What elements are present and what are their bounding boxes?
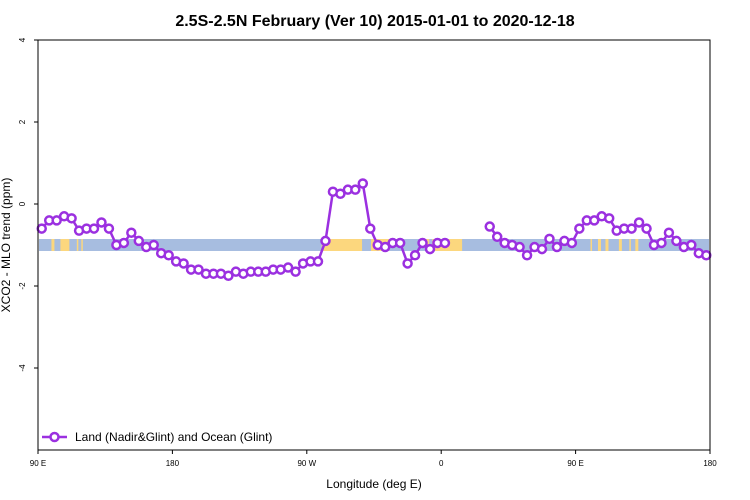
x-axis-label: Longitude (deg E): [326, 477, 421, 491]
data-point: [589, 215, 600, 226]
x-tick-label: 180: [166, 459, 180, 468]
data-point: [335, 188, 346, 199]
y-tick-label: -2: [18, 282, 27, 290]
x-tick-label: 90 W: [297, 459, 316, 468]
x-tick-label: 90 E: [30, 459, 46, 468]
data-point: [641, 223, 652, 234]
legend-label: Land (Nadir&Glint) and Ocean (Glint): [75, 430, 272, 444]
series-line: [40, 181, 445, 278]
data-point: [521, 250, 533, 261]
data-point: [290, 266, 301, 277]
data-point: [51, 215, 62, 226]
data-point: [671, 235, 682, 247]
data-point: [514, 241, 525, 253]
data-point: [357, 178, 369, 189]
data-point: [439, 237, 451, 249]
data-point: [536, 243, 548, 255]
data-point: [491, 231, 503, 243]
data-point: [365, 223, 376, 234]
land-band-segment: [51, 239, 55, 251]
legend: Land (Nadir&Glint) and Ocean (Glint): [42, 430, 272, 444]
data-point: [118, 237, 130, 249]
data-point: [148, 239, 159, 251]
data-point: [320, 235, 331, 247]
data-point: [544, 233, 555, 245]
land-band-segment: [60, 239, 70, 251]
data-point: [193, 264, 204, 275]
land-band-segment: [321, 239, 363, 251]
y-axis: 4 2 0 -2 -4: [18, 37, 38, 372]
x-tick-label: 0: [439, 459, 444, 468]
data-point: [603, 213, 615, 224]
data-point: [551, 241, 563, 253]
land-band-segment: [635, 239, 639, 251]
data-point: [409, 250, 421, 261]
land-band-segment: [618, 239, 622, 251]
y-tick-label: 4: [18, 37, 27, 42]
plot-frame: [37, 39, 711, 451]
data-point: [126, 227, 137, 238]
land-band-segment: [598, 239, 601, 251]
data-point: [626, 223, 637, 234]
land-band-segment: [590, 239, 593, 251]
land-band-segment: [605, 239, 609, 251]
data-point: [633, 217, 645, 228]
data-point: [88, 223, 100, 234]
data-point: [402, 258, 413, 269]
data-point: [282, 262, 294, 273]
x-tick-label: 180: [703, 459, 717, 468]
y-axis-label: XCO2 - MLO trend (ppm): [0, 178, 13, 313]
data-point: [133, 235, 145, 247]
data-point: [66, 213, 77, 224]
data-point: [701, 250, 712, 261]
data-point: [96, 217, 107, 228]
land-band-segment: [81, 239, 83, 251]
land-band-segment: [76, 239, 79, 251]
land-band-segment: [629, 239, 631, 251]
legend-marker: [49, 431, 60, 443]
data-point: [424, 243, 436, 255]
data-point: [484, 221, 495, 232]
data-point: [223, 270, 234, 281]
data-point: [103, 223, 115, 234]
data-point: [163, 250, 174, 261]
data-point: [394, 237, 406, 249]
data-point: [663, 227, 675, 238]
chart-title: 2.5S-2.5N February (Ver 10) 2015-01-01 t…: [175, 13, 574, 30]
data-point: [379, 241, 391, 253]
data-point: [350, 184, 361, 195]
data-point: [312, 256, 324, 267]
data-point: [656, 237, 667, 249]
series-layer: [36, 178, 712, 281]
data-point: [686, 239, 697, 251]
data-point: [574, 223, 585, 234]
y-tick-label: -4: [18, 364, 27, 372]
y-tick-label: 0: [18, 201, 27, 206]
x-tick-label: 90 E: [567, 459, 583, 468]
data-point: [36, 223, 47, 234]
data-point: [178, 258, 189, 269]
y-tick-label: 2: [18, 119, 27, 124]
data-point: [566, 237, 578, 249]
x-axis: 90 E 180 90 W 0 90 E 180: [30, 450, 717, 468]
data-point: [417, 237, 428, 249]
